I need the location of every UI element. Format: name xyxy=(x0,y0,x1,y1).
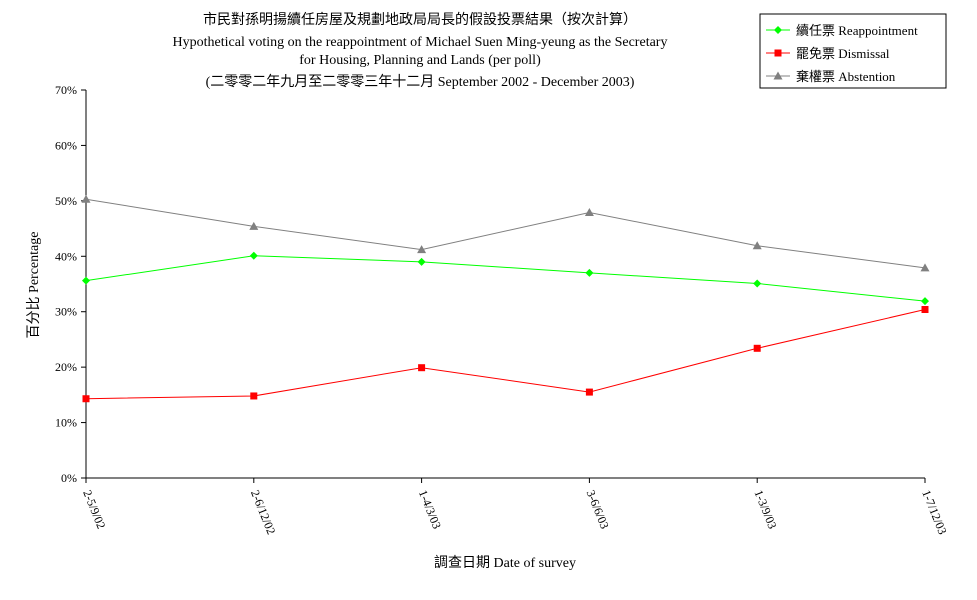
data-point-square xyxy=(82,395,90,403)
data-point-square xyxy=(585,388,593,396)
x-tick-label: 1-7/12/03 xyxy=(919,488,949,537)
x-axis-label: 調查日期 Date of survey xyxy=(434,555,576,571)
y-tick-label: 50% xyxy=(55,194,77,208)
x-tick-label: 2-5/9/02 xyxy=(80,488,108,531)
data-point-triangle xyxy=(920,263,930,272)
series-line xyxy=(85,309,926,400)
data-point-triangle xyxy=(752,241,762,250)
series-line xyxy=(85,255,926,302)
x-tick-label: 1-3/9/03 xyxy=(751,488,779,531)
legend-entry-label: 棄權票 Abstention xyxy=(796,69,896,84)
x-tick-label: 2-6/12/02 xyxy=(248,488,278,537)
legend-entry-label: 罷免票 Dismissal xyxy=(796,46,890,61)
data-point-diamond xyxy=(417,257,426,266)
series-group xyxy=(81,194,930,403)
data-point-triangle xyxy=(773,71,783,80)
data-point-triangle xyxy=(584,207,594,216)
y-tick-label: 10% xyxy=(55,416,77,430)
y-tick-label: 20% xyxy=(55,360,77,374)
y-tick-label: 30% xyxy=(55,305,77,319)
chart-subtitle-line-1: Hypothetical voting on the reappointment… xyxy=(172,35,668,50)
data-point-diamond xyxy=(753,279,762,288)
x-tick-label: 1-4/3/03 xyxy=(416,488,444,531)
data-point-diamond xyxy=(774,26,782,34)
data-point-square xyxy=(921,305,929,313)
data-point-square xyxy=(753,344,761,352)
legend-box xyxy=(759,13,947,89)
data-point-diamond xyxy=(82,276,90,285)
data-point-triangle xyxy=(81,194,91,203)
data-point-square xyxy=(250,392,258,400)
series-2 xyxy=(82,305,929,403)
chart-axes xyxy=(85,90,925,479)
y-axis-label: 百分比 Percentage xyxy=(26,232,42,339)
y-axis-ticks: 0% 10% 20% 30% 40% 50% 60% 70% xyxy=(55,83,86,485)
legend-entry-label: 續任票 Reappointment xyxy=(796,23,918,38)
data-point-triangle xyxy=(249,221,259,230)
series-3 xyxy=(81,194,930,272)
legend: 續任票 Reappointment 罷免票 Dismissal 棄權票 Absten… xyxy=(759,13,947,89)
y-tick-label: 40% xyxy=(55,249,77,263)
y-tick-label: 70% xyxy=(55,83,77,97)
data-point-square xyxy=(418,364,426,372)
x-tick-label: 3-6/6/03 xyxy=(584,488,612,531)
y-tick-label: 0% xyxy=(61,471,77,485)
data-point-triangle xyxy=(417,245,427,254)
chart-title: 市民對孫明揚續任房屋及規劃地政局局長的假設投票結果（按次計算） xyxy=(203,13,637,28)
x-axis-ticks: 2-5/9/02 2-6/12/02 1-4/3/03 3-6/6/03 1-3/9/0… xyxy=(80,478,950,537)
chart-subtitle-line-3: (二零零二年九月至二零零三年十二月 September 2002 - Decem… xyxy=(205,75,635,90)
series-line xyxy=(85,198,926,269)
chart-subtitle-line-2: for Housing, Planning and Lands (per pol… xyxy=(299,53,541,68)
series-1 xyxy=(82,251,929,306)
data-point-diamond xyxy=(249,251,258,260)
data-point-diamond xyxy=(921,297,929,306)
data-point-square xyxy=(774,49,782,57)
y-tick-label: 60% xyxy=(55,138,77,152)
data-point-diamond xyxy=(585,268,594,277)
